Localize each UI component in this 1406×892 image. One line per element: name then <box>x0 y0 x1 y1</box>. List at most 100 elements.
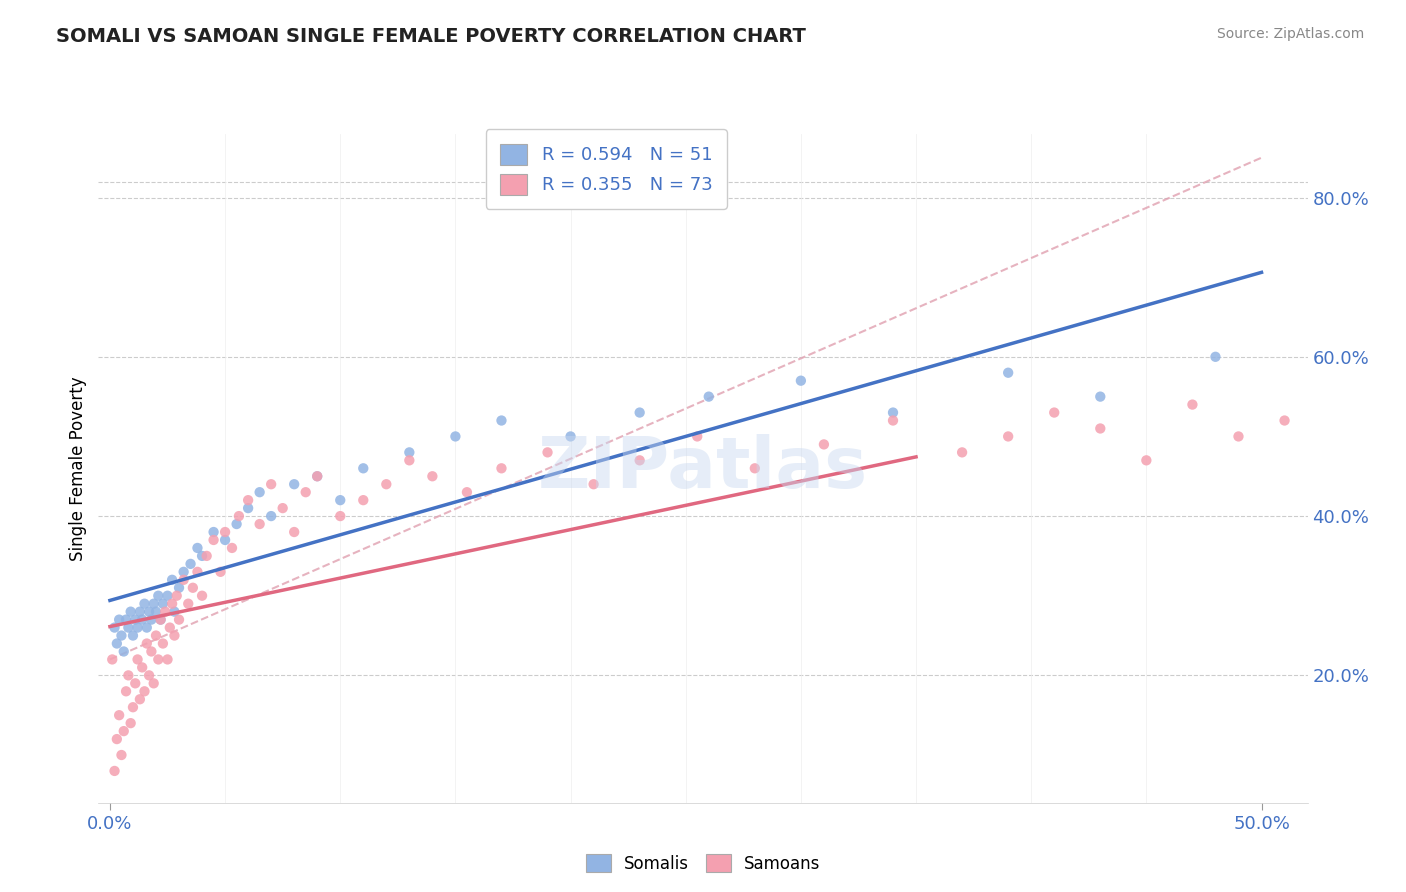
Point <box>122 700 145 714</box>
Point <box>115 613 138 627</box>
Point <box>352 493 374 508</box>
Point <box>398 453 420 467</box>
Point <box>180 557 202 571</box>
Point <box>127 621 149 635</box>
Point <box>491 461 513 475</box>
Point <box>236 493 259 508</box>
Point <box>128 605 150 619</box>
Point <box>163 605 186 619</box>
Point <box>134 597 156 611</box>
Point <box>744 461 766 475</box>
Point <box>882 405 904 420</box>
Point <box>134 684 156 698</box>
Point <box>1319 390 1341 404</box>
Point <box>124 613 146 627</box>
Point <box>491 413 513 427</box>
Point <box>142 597 165 611</box>
Point <box>283 477 305 491</box>
Point <box>110 628 132 642</box>
Point <box>149 613 172 627</box>
Point <box>790 374 813 388</box>
Point <box>260 509 283 524</box>
Point <box>155 605 177 619</box>
Point <box>120 605 142 619</box>
Point <box>202 524 225 539</box>
Point <box>186 541 208 555</box>
Point <box>686 429 709 443</box>
Point <box>950 445 973 459</box>
Point <box>1204 350 1226 364</box>
Point <box>186 565 208 579</box>
Point <box>141 644 163 658</box>
Point <box>120 716 142 731</box>
Point <box>697 390 720 404</box>
Point <box>167 581 190 595</box>
Point <box>117 668 139 682</box>
Point <box>195 549 218 563</box>
Point <box>214 524 236 539</box>
Point <box>152 597 174 611</box>
Point <box>148 589 170 603</box>
Point <box>105 732 128 747</box>
Point <box>191 549 214 563</box>
Point <box>997 429 1019 443</box>
Point <box>997 366 1019 380</box>
Point <box>177 597 200 611</box>
Point <box>166 589 188 603</box>
Point <box>173 573 195 587</box>
Point <box>228 509 250 524</box>
Point <box>148 652 170 666</box>
Point <box>1043 405 1066 420</box>
Point <box>225 517 247 532</box>
Point <box>1181 398 1204 412</box>
Point <box>249 517 271 532</box>
Point <box>108 613 131 627</box>
Text: ZIPatlas: ZIPatlas <box>538 434 868 503</box>
Point <box>249 485 271 500</box>
Legend: R = 0.594   N = 51, R = 0.355   N = 73: R = 0.594 N = 51, R = 0.355 N = 73 <box>485 129 727 209</box>
Point <box>352 461 374 475</box>
Point <box>142 676 165 690</box>
Point <box>456 485 478 500</box>
Point <box>271 501 294 516</box>
Point <box>294 485 316 500</box>
Point <box>283 524 305 539</box>
Point <box>112 724 135 739</box>
Point <box>131 613 153 627</box>
Point <box>882 413 904 427</box>
Point <box>260 477 283 491</box>
Point <box>307 469 329 483</box>
Point <box>221 541 243 555</box>
Point <box>167 613 190 627</box>
Point <box>307 469 329 483</box>
Point <box>122 628 145 642</box>
Point <box>103 764 125 778</box>
Point <box>1090 390 1112 404</box>
Point <box>1227 429 1250 443</box>
Point <box>156 589 179 603</box>
Point <box>138 605 160 619</box>
Point <box>181 581 204 595</box>
Point <box>112 644 135 658</box>
Point <box>127 652 149 666</box>
Point <box>202 533 225 547</box>
Point <box>422 469 444 483</box>
Point <box>160 573 183 587</box>
Point <box>163 628 186 642</box>
Point <box>138 668 160 682</box>
Point <box>108 708 131 723</box>
Point <box>628 453 651 467</box>
Legend: Somalis, Samoans: Somalis, Samoans <box>579 847 827 880</box>
Point <box>398 445 420 459</box>
Point <box>105 636 128 650</box>
Point <box>329 509 352 524</box>
Point <box>173 565 195 579</box>
Point <box>152 636 174 650</box>
Text: Source: ZipAtlas.com: Source: ZipAtlas.com <box>1216 27 1364 41</box>
Point <box>444 429 467 443</box>
Point <box>141 613 163 627</box>
Point <box>101 652 124 666</box>
Point <box>236 501 259 516</box>
Point <box>115 684 138 698</box>
Point <box>375 477 398 491</box>
